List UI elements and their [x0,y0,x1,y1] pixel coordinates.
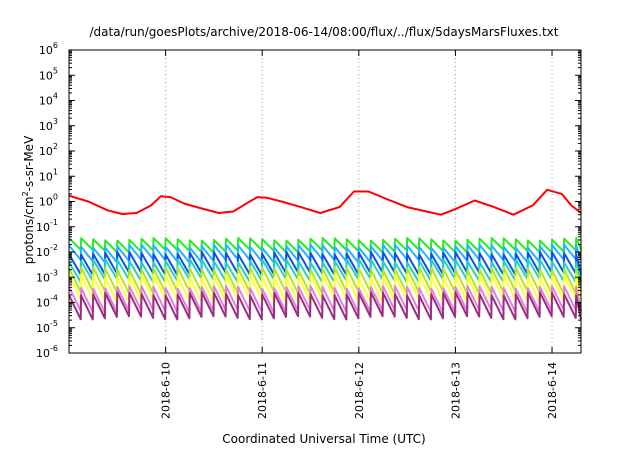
y-tick-label: 106 [39,41,58,57]
y-tick-label-base: 10 [39,170,53,183]
series-line-2 [68,237,582,254]
y-tick-label-exp: -1 [50,218,58,227]
x-tick-label: 2018-6-12 [353,362,366,419]
y-tick-label: 102 [39,142,58,158]
y-axis-title-sup: 2 [21,191,30,196]
y-tick-label-exp: -4 [50,294,58,303]
y-tick-label-exp: -6 [50,344,58,353]
y-tick-label-exp: 2 [53,142,58,151]
y-tick-label-base: 10 [39,145,53,158]
y-tick-label: 105 [39,66,58,82]
y-tick-label: 103 [39,117,58,133]
y-tick-label-base: 10 [39,120,53,133]
y-tick-label-base: 10 [39,69,53,82]
series-lines [68,188,582,321]
y-tick-label-base: 10 [36,322,50,335]
y-tick-label-base: 10 [39,44,53,57]
y-tick-label: 10-4 [36,294,58,310]
y-tick-label-base: 10 [39,95,53,108]
x-axis-title: Coordinated Universal Time (UTC) [222,432,425,446]
y-axis-title-post: -s-sr-MeV [22,135,36,191]
y-axis-title: protons/cm2-s-sr-MeV [21,135,36,264]
series-line-5 [68,258,582,284]
y-tick-label-exp: -2 [50,243,58,252]
y-tick-label: 10-6 [36,344,58,360]
series-line-4 [68,251,582,276]
series-line-3 [68,243,582,264]
y-tick-label-base: 10 [36,271,50,284]
y-tick-label-exp: 5 [53,66,58,75]
y-tick-label-exp: 6 [53,41,58,50]
y-tick-label-base: 10 [36,221,50,234]
series-line-6 [68,266,582,295]
x-tick-label: 2018-6-10 [160,362,173,419]
series-line-1 [68,188,582,216]
x-tick-label: 2018-6-13 [449,362,462,419]
y-tick-label: 10-3 [36,268,58,284]
series-line-7 [68,273,582,304]
y-tick-label-exp: 0 [53,193,58,202]
chart-title: /data/run/goesPlots/archive/2018-06-14/0… [90,25,559,39]
y-tick-label-exp: 1 [53,167,58,176]
y-tick-label: 10-2 [36,243,58,259]
axes: 10-610-510-410-310-210-11001011021031041… [36,41,582,419]
y-tick-label: 100 [39,193,58,209]
series-line-9 [68,291,582,321]
y-tick-label-base: 10 [36,347,50,360]
series-line-8 [68,285,582,314]
y-tick-label-base: 10 [36,246,50,259]
x-tick-label: 2018-6-14 [546,362,559,419]
y-tick-label-base: 10 [36,297,50,310]
y-tick-label-exp: 4 [53,92,58,101]
y-tick-label-exp: 3 [53,117,58,126]
y-tick-label-exp: -3 [50,268,58,277]
y-tick-label: 101 [39,167,58,183]
y-tick-label-base: 10 [39,196,53,209]
y-tick-label: 104 [39,92,58,108]
y-axis-title-pre: protons/cm [22,196,36,264]
y-tick-label: 10-5 [36,319,58,335]
x-tick-label: 2018-6-11 [256,362,269,419]
y-tick-label: 10-1 [36,218,58,234]
y-tick-label-exp: -5 [50,319,58,328]
